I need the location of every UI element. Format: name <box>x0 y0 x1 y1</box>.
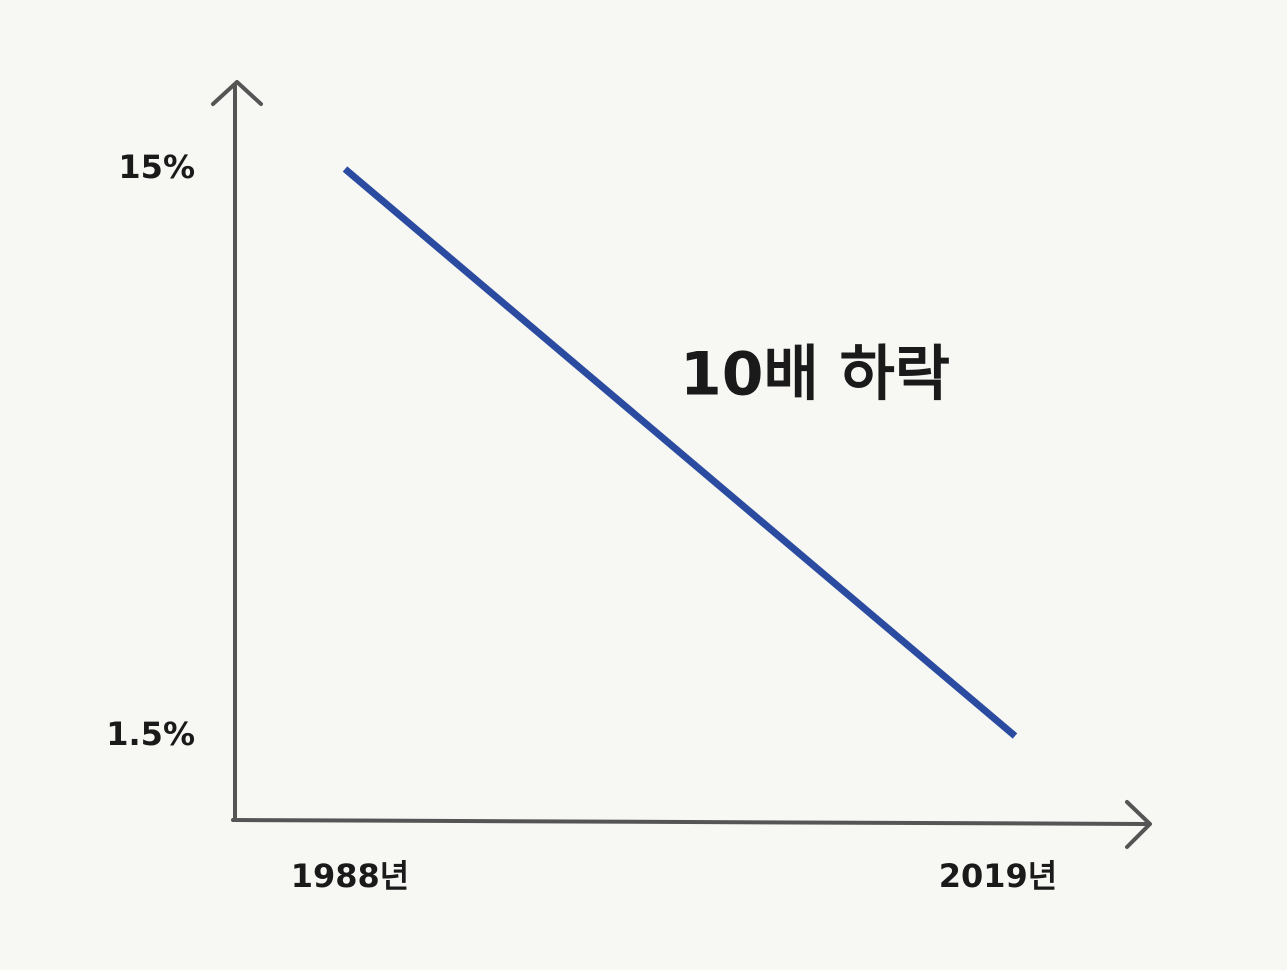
annotation: 10배 하락 <box>680 340 950 410</box>
x-tick-label: 1988년 <box>291 857 410 895</box>
y-tick-label: 1.5% <box>106 715 195 753</box>
x-tick-label: 2019년 <box>939 857 1058 895</box>
y-tick-label: 15% <box>118 148 195 186</box>
x-axis <box>231 800 1152 849</box>
y-axis <box>211 80 263 822</box>
line <box>342 166 1018 739</box>
